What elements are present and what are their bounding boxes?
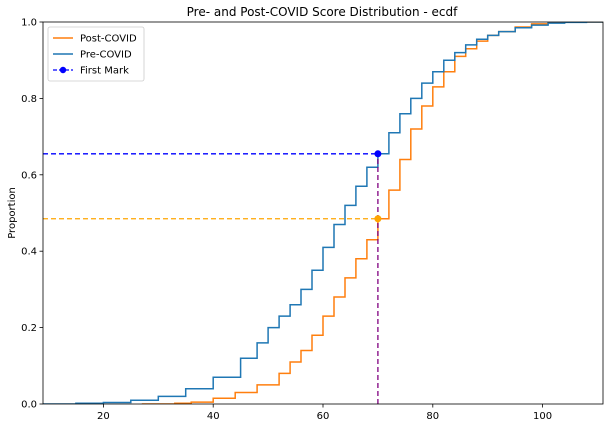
x-tick-label: 40 — [207, 411, 220, 422]
axis-ticks: 20 40 60 80 100 0.0 0.2 0.4 0.6 0.8 1.0 — [21, 18, 552, 423]
series-line-pre-covid — [43, 22, 603, 404]
y-tick-label: 0.0 — [21, 400, 37, 411]
marker-point-1 — [374, 215, 382, 223]
y-tick-label: 0.8 — [21, 94, 37, 105]
y-tick-label: 0.2 — [21, 323, 37, 334]
legend: Post-COVID Pre-COVID First Mark — [47, 26, 145, 82]
marker-point-0 — [374, 150, 382, 158]
series-line-post-covid — [141, 22, 603, 404]
chart-title: Pre- and Post-COVID Score Distribution -… — [187, 5, 458, 19]
plot-area — [43, 22, 603, 404]
y-tick-label: 0.6 — [21, 170, 37, 181]
legend-label-post-covid: Post-COVID — [80, 34, 137, 45]
legend-marker-first-mark — [59, 66, 67, 74]
y-tick-label: 1.0 — [21, 18, 37, 29]
x-tick-label: 100 — [533, 411, 552, 422]
y-axis-label: Proportion — [7, 187, 18, 239]
x-tick-label: 80 — [426, 411, 439, 422]
legend-label-pre-covid: Pre-COVID — [80, 50, 132, 61]
legend-label-first-mark: First Mark — [80, 66, 129, 77]
x-tick-label: 60 — [317, 411, 330, 422]
x-tick-label: 20 — [97, 411, 110, 422]
legend-box — [47, 26, 145, 82]
y-tick-label: 0.4 — [21, 247, 37, 258]
